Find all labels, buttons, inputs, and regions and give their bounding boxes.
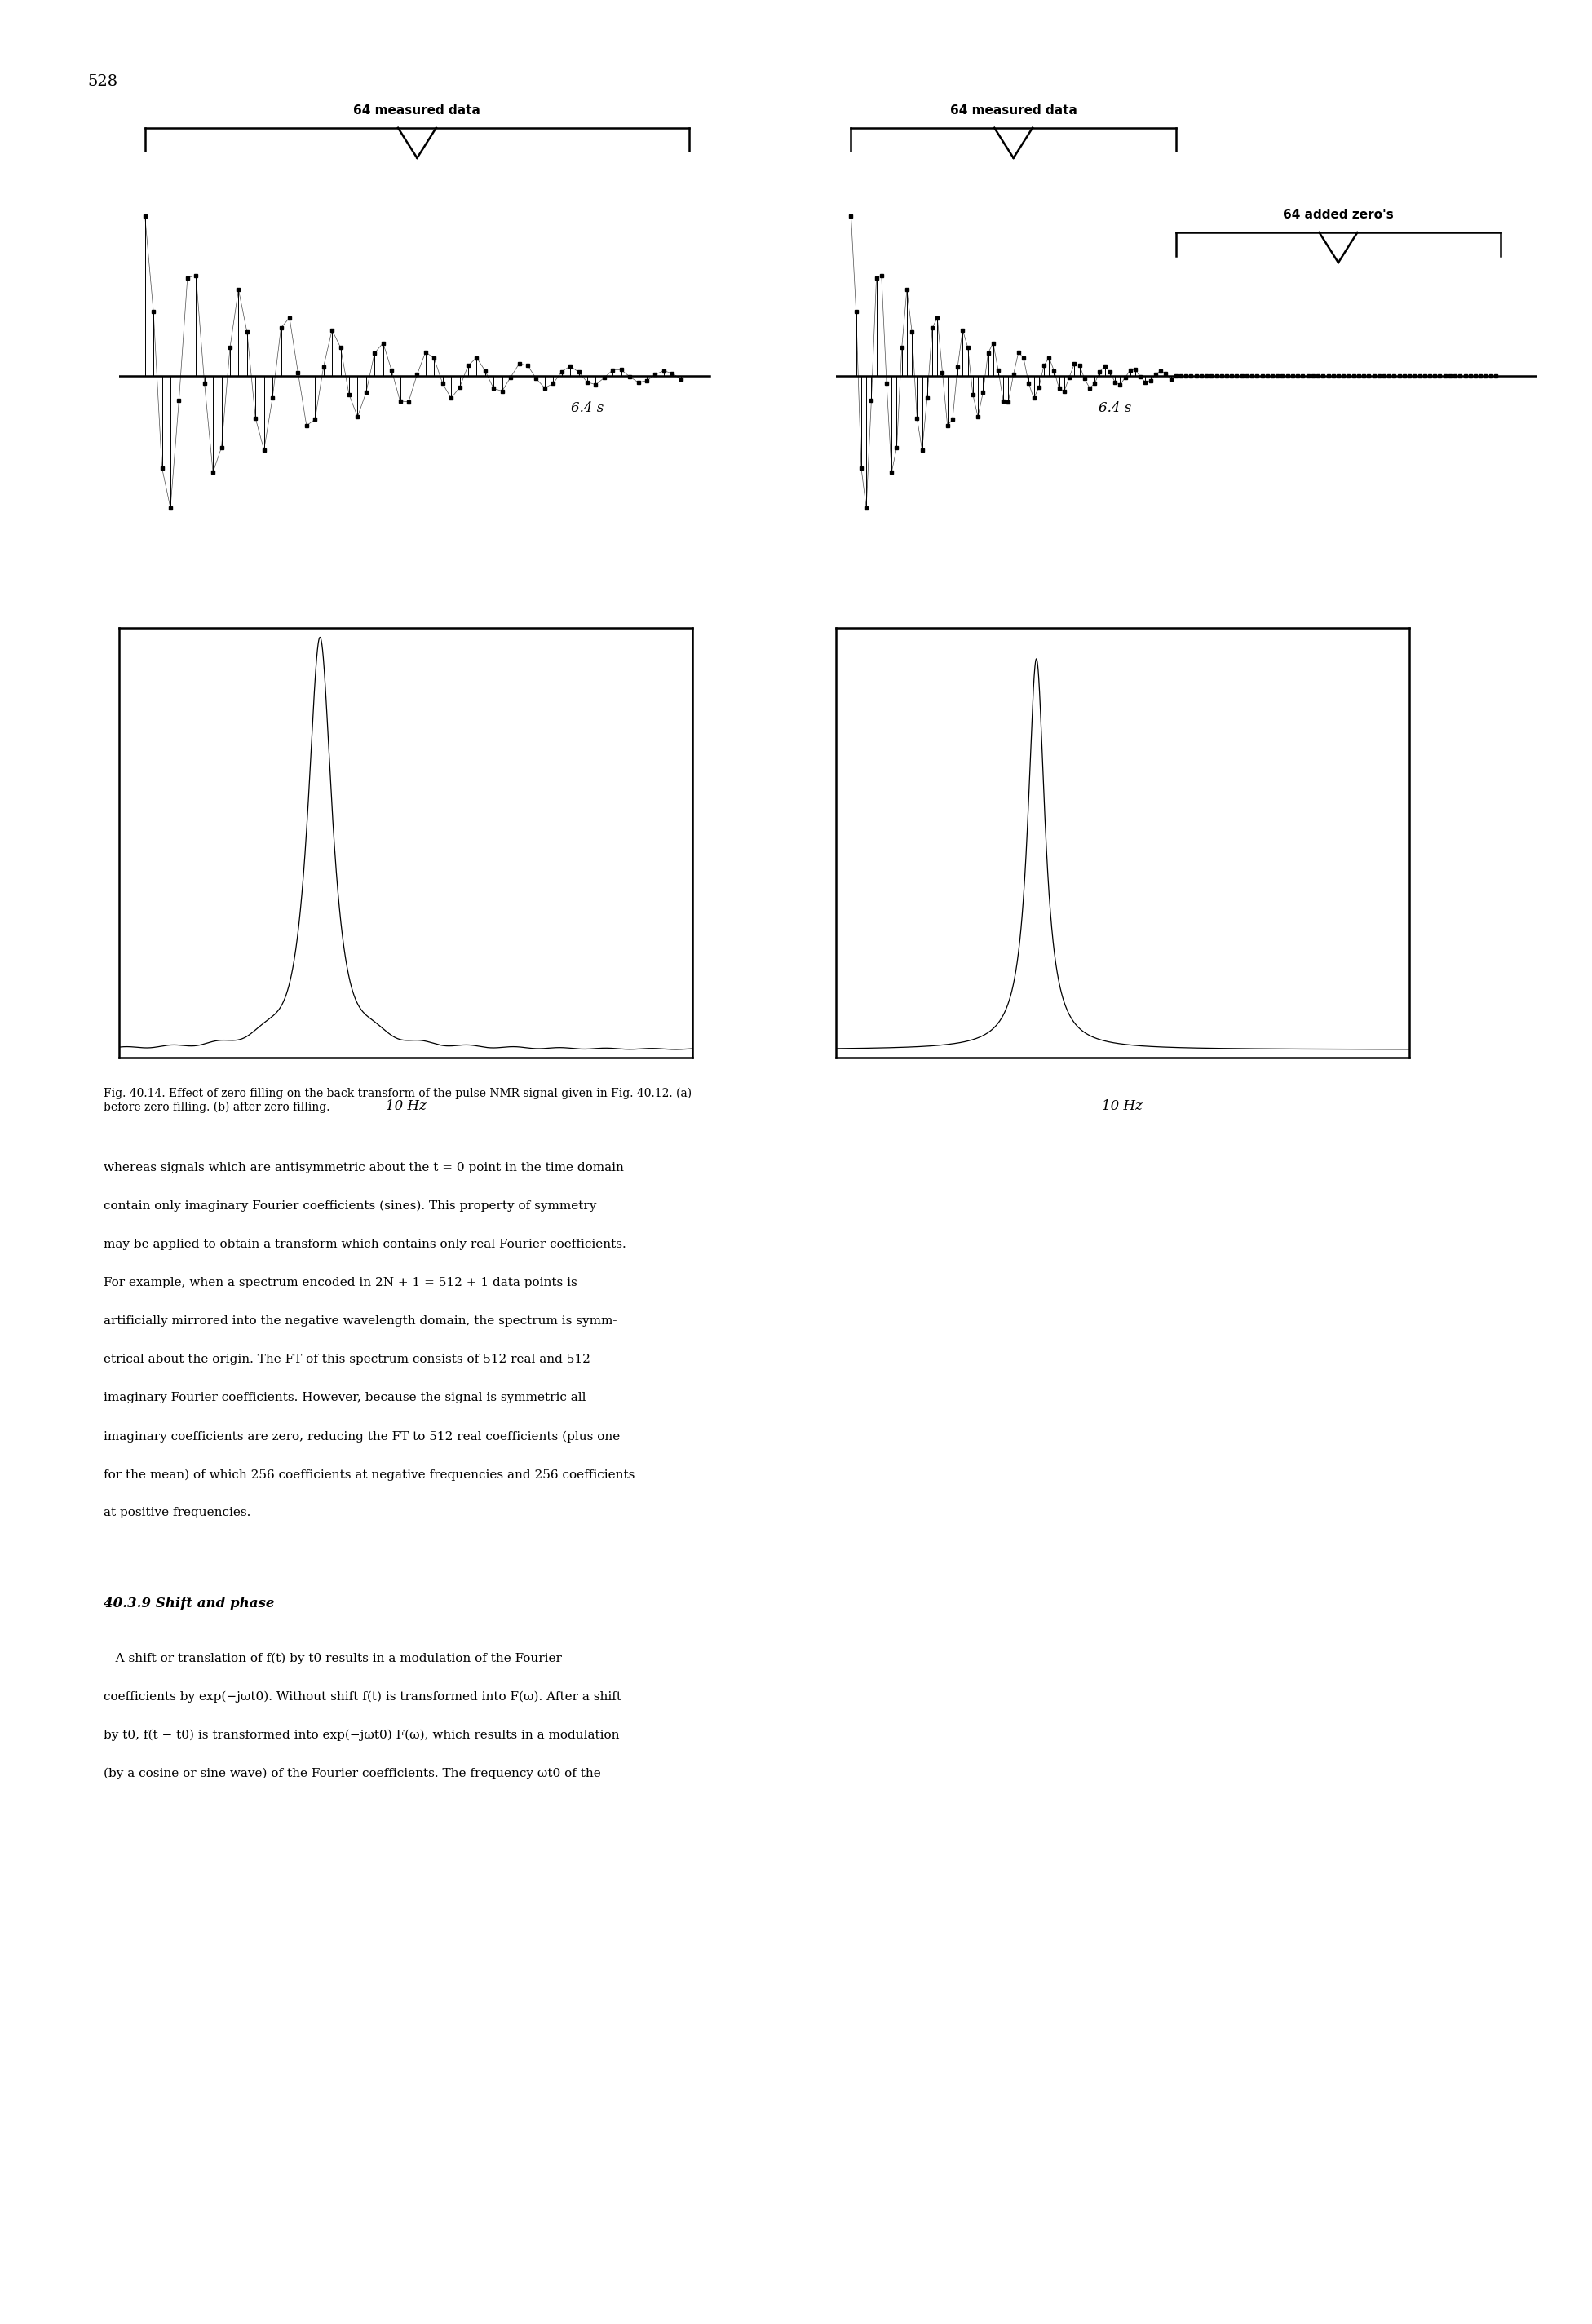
Text: 528: 528 — [88, 74, 118, 88]
Text: imaginary Fourier coefficients. However, because the signal is symmetric all: imaginary Fourier coefficients. However,… — [103, 1392, 586, 1404]
Text: artificially mirrored into the negative wavelength domain, the spectrum is symm-: artificially mirrored into the negative … — [103, 1315, 616, 1327]
Text: etrical about the origin. The FT of this spectrum consists of 512 real and 512: etrical about the origin. The FT of this… — [103, 1353, 591, 1364]
Text: 64 measured data: 64 measured data — [950, 105, 1078, 116]
Text: by t0, f(t − t0) is transformed into exp(−jωt0) F(ω), which results in a modulat: by t0, f(t − t0) is transformed into exp… — [103, 1729, 619, 1741]
Text: 6.4 s: 6.4 s — [1098, 402, 1132, 414]
Text: 64 measured data: 64 measured data — [353, 105, 481, 116]
Text: 10 Hz: 10 Hz — [1102, 1099, 1143, 1113]
Text: whereas signals which are antisymmetric about the t = 0 point in the time domain: whereas signals which are antisymmetric … — [103, 1162, 624, 1174]
Text: 6.4 s: 6.4 s — [572, 402, 603, 414]
Text: coefficients by exp(−jωt0). Without shift f(t) is transformed into F(ω). After a: coefficients by exp(−jωt0). Without shif… — [103, 1692, 621, 1703]
Text: (by a cosine or sine wave) of the Fourier coefficients. The frequency ωt0 of the: (by a cosine or sine wave) of the Fourie… — [103, 1769, 600, 1780]
Text: contain only imaginary Fourier coefficients (sines). This property of symmetry: contain only imaginary Fourier coefficie… — [103, 1202, 597, 1213]
Text: 10 Hz: 10 Hz — [385, 1099, 427, 1113]
Text: Fig. 40.14. Effect of zero filling on the back transform of the pulse NMR signal: Fig. 40.14. Effect of zero filling on th… — [103, 1088, 691, 1113]
Text: may be applied to obtain a transform which contains only real Fourier coefficien: may be applied to obtain a transform whi… — [103, 1239, 626, 1250]
Text: at positive frequencies.: at positive frequencies. — [103, 1508, 250, 1518]
Text: for the mean) of which 256 coefficients at negative frequencies and 256 coeffici: for the mean) of which 256 coefficients … — [103, 1469, 635, 1480]
Text: 64 added zero's: 64 added zero's — [1283, 209, 1393, 221]
Text: 40.3.9 Shift and phase: 40.3.9 Shift and phase — [103, 1597, 274, 1611]
Text: For example, when a spectrum encoded in 2N + 1 = 512 + 1 data points is: For example, when a spectrum encoded in … — [103, 1278, 578, 1287]
Text: A shift or translation of f(t) by t0 results in a modulation of the Fourier: A shift or translation of f(t) by t0 res… — [103, 1652, 562, 1664]
Text: imaginary coefficients are zero, reducing the FT to 512 real coefficients (plus : imaginary coefficients are zero, reducin… — [103, 1429, 619, 1443]
